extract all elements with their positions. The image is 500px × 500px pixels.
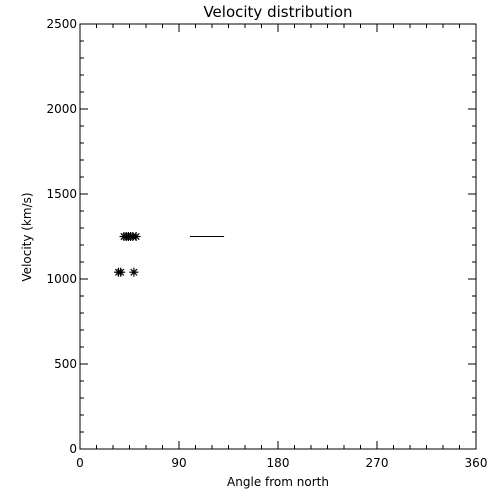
y-tick-label: 0 [69, 442, 77, 456]
y-tick-label: 1000 [46, 272, 77, 286]
data-point [131, 232, 141, 241]
y-axis-label: Velocity (km/s) [20, 192, 34, 281]
x-tick-label: 360 [465, 456, 488, 470]
x-axis-label: Angle from north [227, 475, 329, 489]
x-tick-label: 180 [267, 456, 290, 470]
x-tick-label: 270 [366, 456, 389, 470]
y-tick-label: 500 [54, 357, 77, 371]
data-marks [114, 232, 225, 277]
x-tick-label: 0 [76, 456, 84, 470]
chart-title: Velocity distribution [203, 3, 352, 21]
y-tick-label: 1500 [46, 187, 77, 201]
data-point [129, 267, 139, 277]
x-tick-label: 90 [171, 456, 186, 470]
y-tick-label: 2500 [46, 17, 77, 31]
y-tick-label: 2000 [46, 102, 77, 116]
axis-ticks: 0 90 180 270 360 0 500 1000 1500 2000 2500 [46, 17, 487, 470]
data-point [116, 267, 126, 277]
